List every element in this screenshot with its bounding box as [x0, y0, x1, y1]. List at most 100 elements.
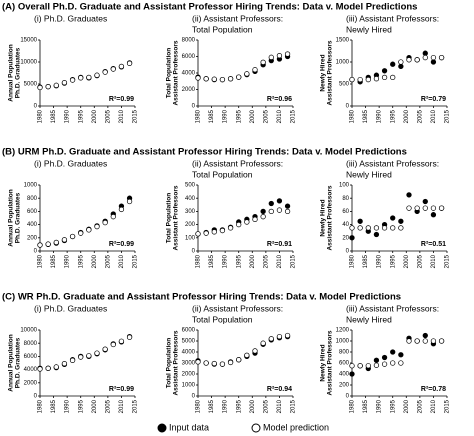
y-tick-label: 0 — [192, 249, 196, 255]
data-point — [349, 363, 355, 369]
annotation: R²=0.91 — [267, 241, 292, 248]
y-axis-label: Assistant Professors — [327, 330, 334, 395]
x-tick-label: 2000 — [250, 399, 256, 413]
y-tick-label: 100 — [339, 183, 350, 189]
legend-marker — [157, 423, 167, 433]
data-point — [430, 212, 437, 218]
x-tick-label: 1995 — [390, 109, 396, 123]
x-tick-label: 1990 — [223, 399, 229, 413]
y-tick-label: 2000 — [182, 87, 196, 93]
x-tick-label: 1985 — [209, 254, 215, 268]
data-point — [45, 365, 51, 371]
data-point — [422, 198, 428, 205]
data-point — [268, 208, 274, 215]
y-tick-label: 200 — [27, 235, 38, 241]
data-point — [260, 208, 266, 215]
x-tick-label: 2005 — [263, 109, 269, 123]
panel-title: (iii) Assistant Professors: — [346, 158, 439, 168]
y-axis-label: Assistant Professors — [173, 40, 180, 105]
y-axis-label: Ph.D. Graduates — [15, 192, 22, 243]
x-tick-label: 2010 — [431, 109, 437, 123]
panel-title: Newly Hired — [346, 169, 392, 179]
x-tick-label: 2005 — [105, 399, 111, 413]
y-axis-label: Annual Population — [8, 334, 15, 391]
x-tick-label: 2000 — [250, 109, 256, 123]
data-point — [110, 341, 116, 348]
annotation: R²=0.96 — [267, 96, 292, 103]
data-point — [260, 59, 266, 65]
x-tick-label: 2000 — [404, 399, 410, 413]
panel-title: Newly Hired — [346, 24, 392, 34]
x-tick-label: 2015 — [133, 109, 139, 123]
data-point — [357, 218, 363, 224]
data-point — [381, 354, 388, 361]
y-tick-label: 0 — [346, 104, 350, 110]
data-point — [373, 362, 380, 368]
x-tick-label: 1980 — [38, 254, 44, 268]
panel-title: (i) Ph.D. Graduates — [34, 13, 107, 23]
y-tick-label: 10000 — [20, 328, 37, 334]
x-tick-label: 2000 — [404, 109, 410, 123]
x-tick-label: 2000 — [404, 254, 410, 268]
x-tick-label: 1990 — [65, 399, 71, 413]
x-tick-label: 1985 — [363, 109, 369, 123]
data-point — [236, 221, 242, 228]
y-axis-label: Ph.D. Graduates — [15, 47, 22, 98]
x-tick-label: 1985 — [51, 254, 57, 268]
x-tick-label: 1995 — [78, 254, 84, 268]
y-tick-label: 400 — [339, 372, 350, 378]
y-tick-label: 0 — [192, 104, 196, 110]
data-point — [252, 216, 258, 222]
data-point — [284, 208, 291, 215]
data-point — [268, 200, 274, 207]
x-tick-label: 2000 — [250, 254, 256, 268]
row-title: (C) WR Ph.D. Graduate and Assistant Prof… — [2, 292, 401, 303]
y-axis-label: Assistant Professors — [327, 40, 334, 105]
data-point — [126, 334, 133, 340]
x-tick-label: 2005 — [417, 109, 423, 123]
y-tick-label: 600 — [27, 209, 38, 215]
data-point — [37, 84, 43, 91]
y-tick-label: 3000 — [182, 361, 196, 367]
data-point — [398, 225, 404, 231]
y-tick-label: 80 — [342, 196, 349, 202]
y-tick-label: 5000 — [182, 339, 196, 345]
data-point — [284, 203, 291, 209]
data-point — [53, 239, 59, 246]
data-point — [78, 230, 84, 236]
x-tick-label: 1980 — [350, 254, 356, 268]
data-point — [357, 76, 363, 83]
data-point — [381, 361, 388, 367]
data-point — [349, 76, 355, 83]
legend-marker — [251, 423, 261, 433]
data-point — [37, 242, 43, 248]
panel-title: Total Population — [192, 24, 253, 34]
y-tick-label: 4000 — [182, 71, 196, 77]
x-tick-label: 2010 — [431, 399, 437, 413]
data-point — [430, 59, 437, 65]
y-tick-label: 300 — [185, 209, 196, 215]
data-point — [227, 359, 234, 366]
x-tick-label: 2010 — [119, 254, 125, 268]
data-point — [390, 225, 396, 231]
x-tick-label: 1990 — [377, 254, 383, 268]
data-point — [365, 363, 371, 369]
y-tick-label: 500 — [339, 82, 350, 88]
data-point — [118, 338, 125, 344]
y-tick-label: 6000 — [182, 54, 196, 60]
x-tick-label: 2005 — [105, 254, 111, 268]
x-tick-label: 1990 — [223, 109, 229, 123]
y-axis-label: Newly Hired — [320, 344, 327, 381]
data-point — [357, 225, 363, 231]
data-point — [118, 63, 125, 70]
y-tick-label: 2000 — [182, 372, 196, 378]
panel-title: (ii) Assistant Professors: — [192, 13, 283, 23]
data-point — [422, 332, 428, 339]
y-tick-label: 10000 — [20, 60, 37, 66]
y-tick-label: 0 — [34, 249, 38, 255]
data-point — [276, 53, 283, 59]
data-point — [430, 54, 437, 61]
x-tick-label: 2015 — [291, 109, 297, 123]
data-point — [398, 59, 404, 65]
data-point — [61, 361, 68, 367]
